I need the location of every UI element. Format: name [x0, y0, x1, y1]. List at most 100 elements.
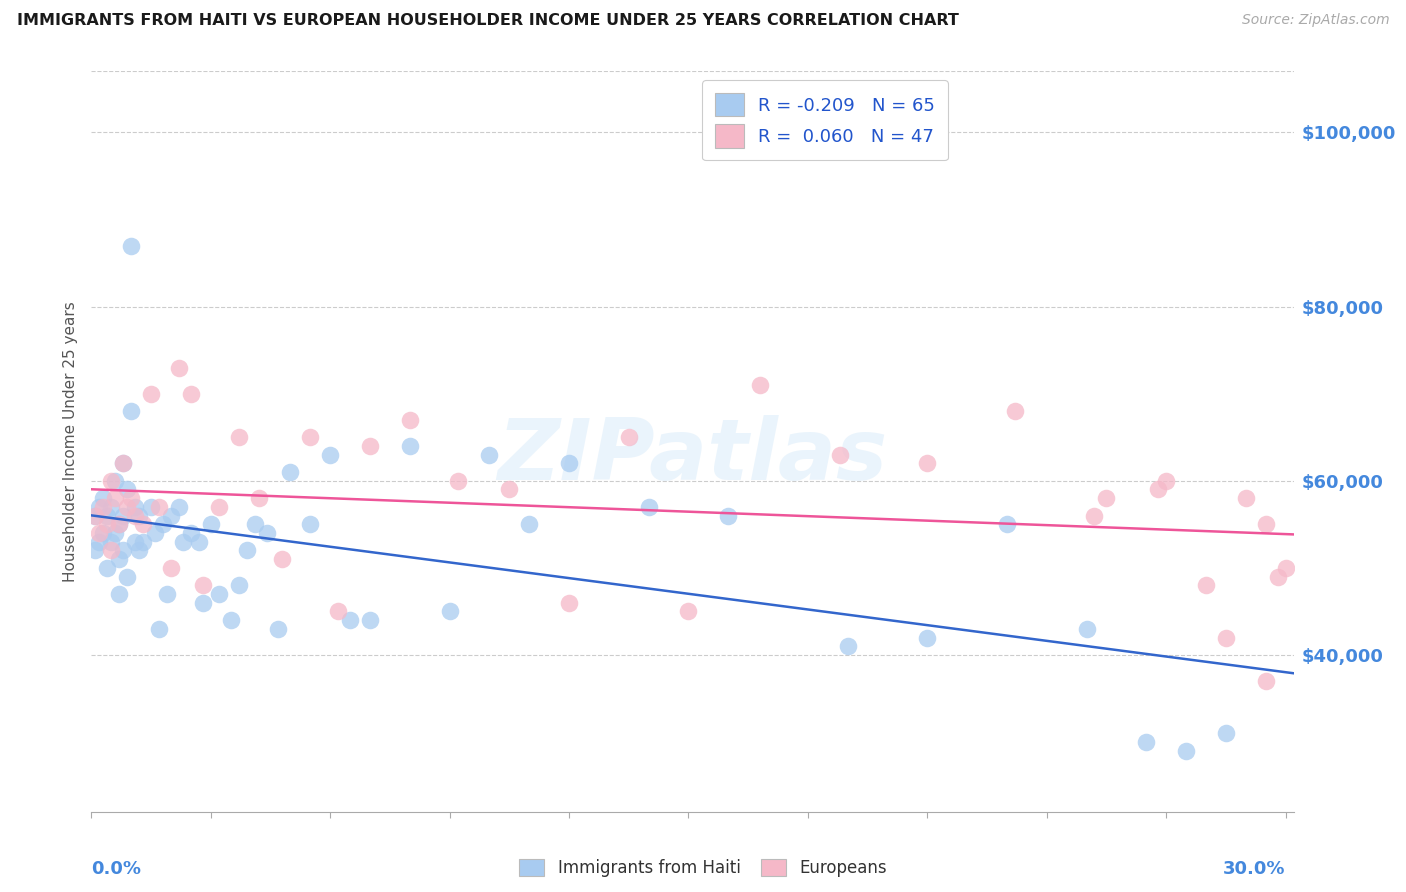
Point [558, 456, 581, 470]
Point [104, 474, 127, 488]
Point [678, 604, 700, 618]
Point [156, 587, 179, 601]
Point [100, 474, 122, 488]
Point [219, 613, 242, 627]
Point [128, 543, 150, 558]
Text: IMMIGRANTS FROM HAITI VS EUROPEAN HOUSEHOLDER INCOME UNDER 25 YEARS CORRELATION : IMMIGRANTS FROM HAITI VS EUROPEAN HOUSEH… [17, 13, 959, 29]
Point [828, 448, 851, 462]
Point [637, 500, 659, 514]
Y-axis label: Householder Income Under 25 years: Householder Income Under 25 years [62, 301, 77, 582]
Point [1254, 517, 1277, 532]
Point [243, 517, 266, 532]
Point [558, 596, 581, 610]
Point [104, 526, 127, 541]
Point [917, 456, 939, 470]
Point [104, 491, 127, 505]
Point [299, 430, 322, 444]
Point [160, 561, 183, 575]
Point [124, 508, 146, 523]
Point [328, 604, 350, 618]
Point [478, 448, 501, 462]
Point [91, 491, 114, 505]
Point [84, 543, 107, 558]
Text: ZIPatlas: ZIPatlas [498, 415, 887, 498]
Point [228, 430, 250, 444]
Point [89, 526, 111, 541]
Point [280, 465, 302, 479]
Point [917, 631, 939, 645]
Point [120, 238, 142, 252]
Point [1195, 578, 1218, 592]
Point [837, 639, 859, 653]
Point [139, 386, 162, 401]
Legend: R = -0.209   N = 65, R =  0.060   N = 47: R = -0.209 N = 65, R = 0.060 N = 47 [703, 80, 948, 161]
Point [120, 491, 142, 505]
Point [1175, 744, 1198, 758]
Point [100, 543, 122, 558]
Point [1267, 569, 1289, 583]
Point [96, 517, 118, 532]
Point [339, 613, 361, 627]
Point [439, 604, 461, 618]
Point [96, 561, 118, 575]
Point [160, 508, 183, 523]
Point [749, 378, 772, 392]
Point [143, 526, 166, 541]
Point [108, 517, 131, 532]
Point [717, 508, 740, 523]
Point [256, 526, 278, 541]
Point [148, 500, 170, 514]
Point [89, 500, 111, 514]
Point [1095, 491, 1118, 505]
Point [152, 517, 174, 532]
Point [191, 596, 214, 610]
Point [267, 622, 290, 636]
Point [167, 360, 190, 375]
Point [1154, 474, 1177, 488]
Text: 0.0%: 0.0% [91, 860, 142, 878]
Point [1234, 491, 1257, 505]
Point [1004, 404, 1026, 418]
Point [299, 517, 322, 532]
Point [139, 500, 162, 514]
Point [100, 534, 122, 549]
Point [148, 622, 170, 636]
Point [115, 569, 138, 583]
Point [132, 534, 155, 549]
Point [124, 500, 146, 514]
Point [132, 517, 155, 532]
Legend: Immigrants from Haiti, Europeans: Immigrants from Haiti, Europeans [513, 852, 893, 884]
Point [100, 500, 122, 514]
Point [84, 508, 107, 523]
Point [359, 613, 381, 627]
Point [228, 578, 250, 592]
Point [172, 534, 194, 549]
Point [1274, 561, 1296, 575]
Point [1147, 483, 1170, 497]
Point [112, 508, 135, 523]
Point [112, 456, 135, 470]
Point [1083, 508, 1105, 523]
Point [1135, 735, 1157, 749]
Point [108, 552, 131, 566]
Point [84, 508, 107, 523]
Text: Source: ZipAtlas.com: Source: ZipAtlas.com [1241, 13, 1389, 28]
Point [191, 578, 214, 592]
Point [180, 526, 202, 541]
Point [398, 413, 420, 427]
Point [498, 483, 520, 497]
Point [128, 508, 150, 523]
Point [91, 500, 114, 514]
Point [200, 517, 222, 532]
Point [187, 534, 209, 549]
Point [398, 439, 420, 453]
Point [995, 517, 1018, 532]
Point [115, 483, 138, 497]
Point [359, 439, 381, 453]
Point [91, 526, 114, 541]
Point [108, 587, 131, 601]
Point [120, 404, 142, 418]
Text: 30.0%: 30.0% [1223, 860, 1285, 878]
Point [180, 386, 202, 401]
Point [208, 500, 231, 514]
